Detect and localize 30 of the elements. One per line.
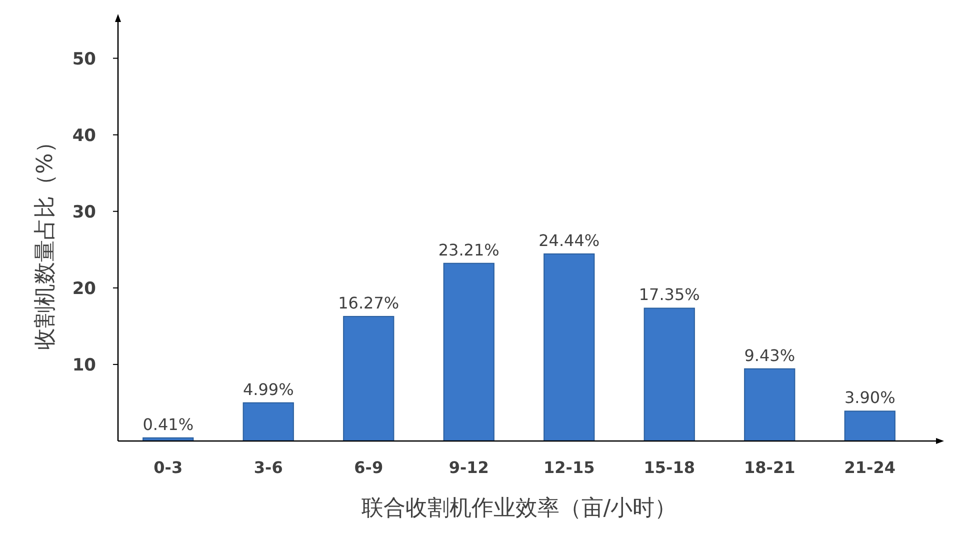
data-label: 4.99% bbox=[242, 380, 294, 399]
bar bbox=[744, 368, 796, 442]
bar bbox=[844, 410, 896, 442]
x-tick-label: 9-12 bbox=[448, 458, 489, 477]
data-label: 23.21% bbox=[438, 240, 500, 260]
x-tick-label: 15-18 bbox=[644, 458, 695, 477]
y-tick-label: 10 bbox=[72, 355, 96, 376]
y-tick-label: 30 bbox=[72, 202, 96, 222]
bar bbox=[343, 316, 394, 442]
y-tick-label: 20 bbox=[72, 278, 96, 299]
bar bbox=[242, 402, 294, 442]
x-tick-label: 0-3 bbox=[154, 458, 183, 477]
data-label: 3.90% bbox=[844, 388, 896, 408]
data-label: 9.43% bbox=[744, 346, 796, 365]
data-label: 0.41% bbox=[142, 414, 194, 434]
data-label: 16.27% bbox=[338, 293, 400, 312]
data-label: 17.35% bbox=[638, 285, 700, 304]
y-tick-label: 50 bbox=[72, 49, 96, 70]
x-tick-label: 18-21 bbox=[744, 458, 796, 477]
x-axis-title: 联合收割机作业效率（亩/小时） bbox=[361, 496, 677, 521]
x-tick-label: 3-6 bbox=[254, 458, 283, 477]
x-tick-label: 6-9 bbox=[354, 458, 384, 477]
x-tick-label: 21-24 bbox=[844, 458, 896, 477]
data-label: 24.44% bbox=[538, 230, 600, 250]
bar bbox=[443, 262, 494, 442]
x-tick-label: 12-15 bbox=[544, 458, 595, 477]
y-tick-label: 40 bbox=[72, 126, 96, 146]
bar bbox=[644, 308, 695, 442]
y-axis-title: 收割机数量占比（%） bbox=[33, 131, 58, 350]
bar bbox=[544, 253, 595, 442]
